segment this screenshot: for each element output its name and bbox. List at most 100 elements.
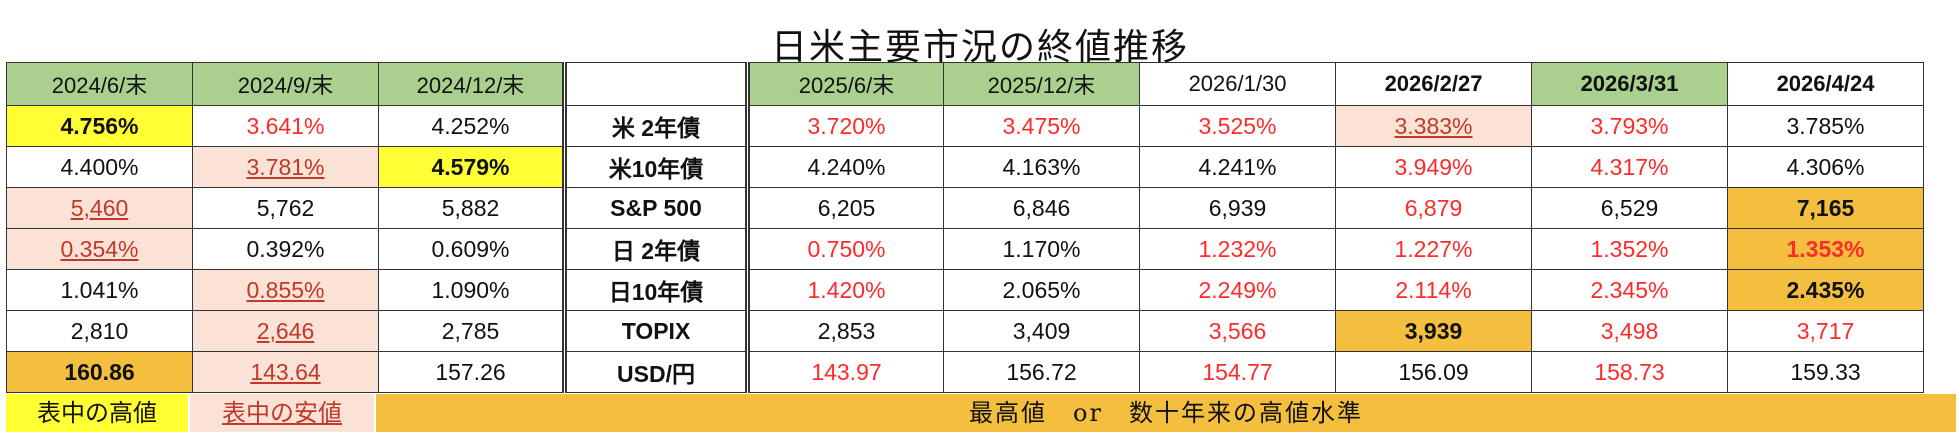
table-cell: 5,762 — [192, 187, 379, 229]
table-cell: 1.420% — [747, 269, 944, 311]
column-header: 2025/6/末 — [747, 62, 944, 106]
table-cell: 1.090% — [378, 269, 567, 311]
table-cell: 160.86 — [6, 351, 193, 393]
table-cell: 6,205 — [747, 187, 944, 229]
row-label: 米10年債 — [564, 146, 750, 188]
table-cell: 3.383% — [1335, 105, 1532, 147]
table-cell: 3,409 — [943, 310, 1140, 352]
header-row: 2024/6/末 2024/9/末 2024/12/末 2025/6/末 202… — [6, 62, 1924, 106]
table-cell: 156.72 — [943, 351, 1140, 393]
table-cell: 3,566 — [1139, 310, 1336, 352]
table-row: 4.400% 3.781% 4.579% 米10年債 4.240% 4.163%… — [6, 146, 1924, 188]
table-row: 2,810 2,646 2,785 TOPIX 2,853 3,409 3,56… — [6, 310, 1924, 352]
table-cell: 6,529 — [1531, 187, 1728, 229]
low-value: 3.383% — [1394, 112, 1473, 139]
table-cell: 4.306% — [1727, 146, 1924, 188]
table-cell: 6,939 — [1139, 187, 1336, 229]
table-cell: 2,853 — [747, 310, 944, 352]
table-cell: 2,810 — [6, 310, 193, 352]
table-cell: 0.750% — [747, 228, 944, 270]
table-row: 1.041% 0.855% 1.090% 日10年債 1.420% 2.065%… — [6, 269, 1924, 311]
table-cell: 1.170% — [943, 228, 1140, 270]
table-cell: 4.240% — [747, 146, 944, 188]
table-cell: 3.785% — [1727, 105, 1924, 147]
legend-high: 表中の高値 — [6, 394, 188, 432]
column-header: 2026/4/24 — [1727, 62, 1924, 106]
table-cell: 3.949% — [1335, 146, 1532, 188]
column-header: 2026/2/27 — [1335, 62, 1532, 106]
table-cell: 4.317% — [1531, 146, 1728, 188]
row-label: TOPIX — [564, 310, 750, 352]
column-header: 2026/1/30 — [1139, 62, 1336, 106]
table-cell: 1.353% — [1727, 228, 1924, 270]
table-cell: 5,460 — [6, 187, 193, 229]
table-cell: 4.241% — [1139, 146, 1336, 188]
table-cell: 2,646 — [192, 310, 379, 352]
row-label: 日 2年債 — [564, 228, 750, 270]
table-cell: 3,498 — [1531, 310, 1728, 352]
table-cell: 2.435% — [1727, 269, 1924, 311]
table-row: 160.86 143.64 157.26 USD/円 143.97 156.72… — [6, 351, 1924, 393]
table-cell: 2.249% — [1139, 269, 1336, 311]
low-value: 2,646 — [256, 317, 315, 344]
table-cell: 6,879 — [1335, 187, 1532, 229]
table-cell: 3.475% — [943, 105, 1140, 147]
table-cell: 1.352% — [1531, 228, 1728, 270]
row-label: USD/円 — [564, 351, 750, 393]
low-value: 5,460 — [70, 194, 129, 221]
table-cell: 7,165 — [1727, 187, 1924, 229]
legend-record: 最高値 or 数十年来の高値水準 — [376, 394, 1956, 432]
table-cell: 3,939 — [1335, 310, 1532, 352]
low-value: 0.855% — [246, 276, 325, 303]
table-cell: 4.400% — [6, 146, 193, 188]
table-cell: 3.525% — [1139, 105, 1336, 147]
table-cell: 3.793% — [1531, 105, 1728, 147]
row-label: S&P 500 — [564, 187, 750, 229]
table-cell: 4.252% — [378, 105, 567, 147]
table-cell: 143.97 — [747, 351, 944, 393]
table-row: 0.354% 0.392% 0.609% 日 2年債 0.750% 1.170%… — [6, 228, 1924, 270]
table-cell: 157.26 — [378, 351, 567, 393]
table-cell: 3.781% — [192, 146, 379, 188]
table-cell: 4.163% — [943, 146, 1140, 188]
table-cell: 0.609% — [378, 228, 567, 270]
table-cell: 4.579% — [378, 146, 567, 188]
table-cell: 143.64 — [192, 351, 379, 393]
table-cell: 2.065% — [943, 269, 1140, 311]
column-header-blank — [564, 62, 750, 106]
table-cell: 0.354% — [6, 228, 193, 270]
table-cell: 0.855% — [192, 269, 379, 311]
column-header: 2026/3/31 — [1531, 62, 1728, 106]
table-cell: 3,717 — [1727, 310, 1924, 352]
table-row: 4.756% 3.641% 4.252% 米 2年債 3.720% 3.475%… — [6, 105, 1924, 147]
column-header: 2025/12/末 — [943, 62, 1140, 106]
table-cell: 1.227% — [1335, 228, 1532, 270]
legend-low: 表中の安値 — [190, 394, 374, 432]
table-cell: 2.114% — [1335, 269, 1532, 311]
table-cell: 159.33 — [1727, 351, 1924, 393]
table-cell: 3.720% — [747, 105, 944, 147]
low-value: 143.64 — [250, 358, 321, 385]
table-cell: 4.756% — [6, 105, 193, 147]
table-cell: 5,882 — [378, 187, 567, 229]
market-table: 2024/6/末 2024/9/末 2024/12/末 2025/6/末 202… — [6, 62, 1924, 393]
table-cell: 1.232% — [1139, 228, 1336, 270]
table-cell: 154.77 — [1139, 351, 1336, 393]
table-row: 5,460 5,762 5,882 S&P 500 6,205 6,846 6,… — [6, 187, 1924, 229]
column-header: 2024/12/末 — [378, 62, 567, 106]
table-cell: 156.09 — [1335, 351, 1532, 393]
row-label: 日10年債 — [564, 269, 750, 311]
low-value: 0.354% — [60, 235, 139, 262]
table-cell: 3.641% — [192, 105, 379, 147]
column-header: 2024/9/末 — [192, 62, 379, 106]
table-cell: 2.345% — [1531, 269, 1728, 311]
column-header: 2024/6/末 — [6, 62, 193, 106]
table-cell: 1.041% — [6, 269, 193, 311]
table-cell: 2,785 — [378, 310, 567, 352]
low-value: 3.781% — [246, 153, 325, 180]
table-cell: 6,846 — [943, 187, 1140, 229]
page-title: 日米主要市況の終値推移 — [770, 27, 1189, 68]
table-cell: 158.73 — [1531, 351, 1728, 393]
table-cell: 0.392% — [192, 228, 379, 270]
row-label: 米 2年債 — [564, 105, 750, 147]
